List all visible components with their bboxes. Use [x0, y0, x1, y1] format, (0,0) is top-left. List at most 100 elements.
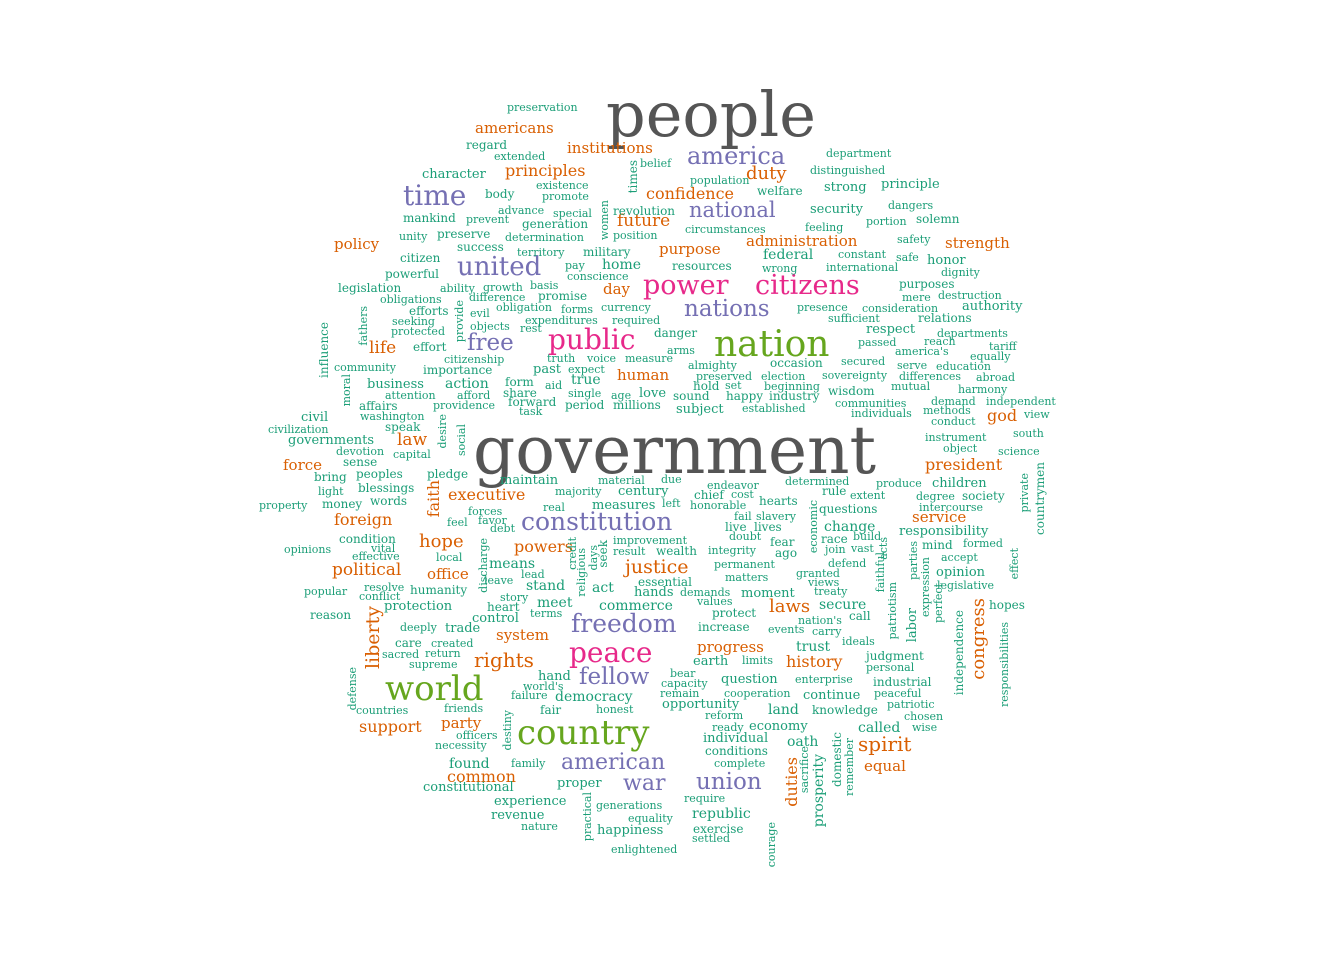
word-join: join [825, 543, 846, 556]
word-legislation: legislation [338, 281, 402, 295]
word-independence: independence [952, 610, 966, 696]
word-fail: fail [734, 510, 752, 523]
word-revolution: revolution [613, 204, 676, 218]
word-fellow: fellow [579, 664, 650, 690]
word-providence: providence [433, 399, 495, 412]
word-harmony: harmony [958, 383, 1008, 396]
word-portion: portion [866, 215, 907, 228]
word-created: created [431, 637, 474, 650]
word-subject: subject [676, 402, 724, 417]
word-leave: leave [484, 574, 514, 587]
word-peaceful: peaceful [874, 687, 922, 700]
word-united: united [457, 252, 542, 282]
word-conflict: conflict [359, 590, 401, 603]
word-promote: promote [542, 190, 589, 203]
word-personal: personal [866, 661, 915, 674]
word-due: due [661, 473, 682, 486]
word-determined: determined [785, 475, 850, 488]
word-effective: effective [352, 550, 400, 563]
word-measure: measure [625, 352, 673, 365]
word-share: share [503, 386, 537, 400]
word-science: science [998, 445, 1040, 458]
word-sovereignty: sovereignty [822, 369, 888, 382]
word-arms: arms [667, 344, 695, 357]
word-feel: feel [447, 516, 468, 529]
word-set: set [725, 379, 742, 392]
word-democracy: democracy [555, 689, 633, 705]
word-labor: labor [905, 608, 920, 643]
word-responsibility: responsibility [899, 524, 989, 539]
word-methods: methods [923, 404, 971, 417]
word-importance: importance [423, 363, 493, 377]
word-system: system [496, 626, 549, 644]
word-knowledge: knowledge [812, 703, 878, 717]
word-formed: formed [963, 537, 1003, 550]
word-limits: limits [742, 654, 774, 667]
word-rule: rule [822, 484, 847, 498]
word-conscience: conscience [567, 270, 629, 283]
word-america: america [687, 142, 786, 170]
word-extended: extended [494, 150, 546, 163]
word-special: special [553, 207, 592, 220]
word-action: action [445, 376, 489, 392]
word-attention: attention [385, 389, 436, 402]
word-executive: executive [448, 485, 526, 504]
word-preservation: preservation [507, 101, 578, 114]
word-federal: federal [763, 247, 814, 263]
word-carry: carry [812, 625, 842, 638]
word-events: events [768, 623, 805, 636]
word-desire: desire [436, 414, 449, 449]
word-mutual: mutual [891, 380, 931, 393]
word-demands: demands [680, 586, 731, 599]
word-protect: protect [712, 606, 757, 620]
word-ideals: ideals [842, 635, 875, 648]
word-fathers: fathers [357, 306, 370, 346]
word-nation-s: nation's [798, 614, 842, 627]
word-occasion: occasion [770, 356, 823, 370]
word-body: body [485, 187, 515, 201]
word-sense: sense [343, 455, 378, 469]
word-constant: constant [838, 248, 886, 261]
word-popular: popular [304, 585, 348, 598]
word-affairs: affairs [359, 399, 398, 413]
word-wrong: wrong [762, 262, 798, 275]
word-faithful: faithful [874, 552, 887, 593]
word-deeply: deeply [400, 621, 437, 634]
word-lead: lead [521, 568, 545, 581]
word-maintain: maintain [500, 473, 559, 488]
word-happiness: happiness [597, 823, 664, 838]
word-resolve: resolve [364, 581, 405, 594]
word-children: children [932, 476, 987, 491]
word-devotion: devotion [336, 445, 385, 458]
word-future: future [617, 211, 671, 231]
word-principle: principle [881, 177, 940, 192]
word-sound: sound [673, 389, 710, 403]
word-women: women [598, 200, 611, 241]
word-character: character [422, 167, 486, 182]
word-officers: officers [456, 729, 498, 742]
word-dangers: dangers [888, 199, 934, 212]
word-bear: bear [670, 667, 696, 680]
word-experience: experience [494, 794, 567, 809]
word-purpose: purpose [659, 240, 721, 258]
word-individuals: individuals [851, 407, 912, 420]
word-principles: principles [505, 161, 586, 180]
word-opinions: opinions [284, 543, 332, 556]
word-territory: territory [517, 246, 565, 259]
word-endeavor: endeavor [707, 479, 759, 492]
word-ready: ready [712, 721, 744, 734]
word-world-s: world's [523, 680, 564, 693]
word-trust: trust [796, 639, 831, 655]
word-matters: matters [725, 571, 769, 584]
word-evil: evil [470, 307, 490, 320]
word-perfect: perfect [932, 583, 945, 623]
word-treaty: treaty [814, 585, 848, 598]
word-advance: advance [498, 204, 545, 217]
word-service: service [912, 508, 967, 526]
word-instrument: instrument [925, 431, 987, 444]
word-hands: hands [634, 585, 674, 600]
word-local: local [436, 551, 463, 564]
word-friends: friends [444, 702, 484, 715]
word-real: real [543, 501, 565, 514]
word-questions: questions [819, 502, 878, 516]
